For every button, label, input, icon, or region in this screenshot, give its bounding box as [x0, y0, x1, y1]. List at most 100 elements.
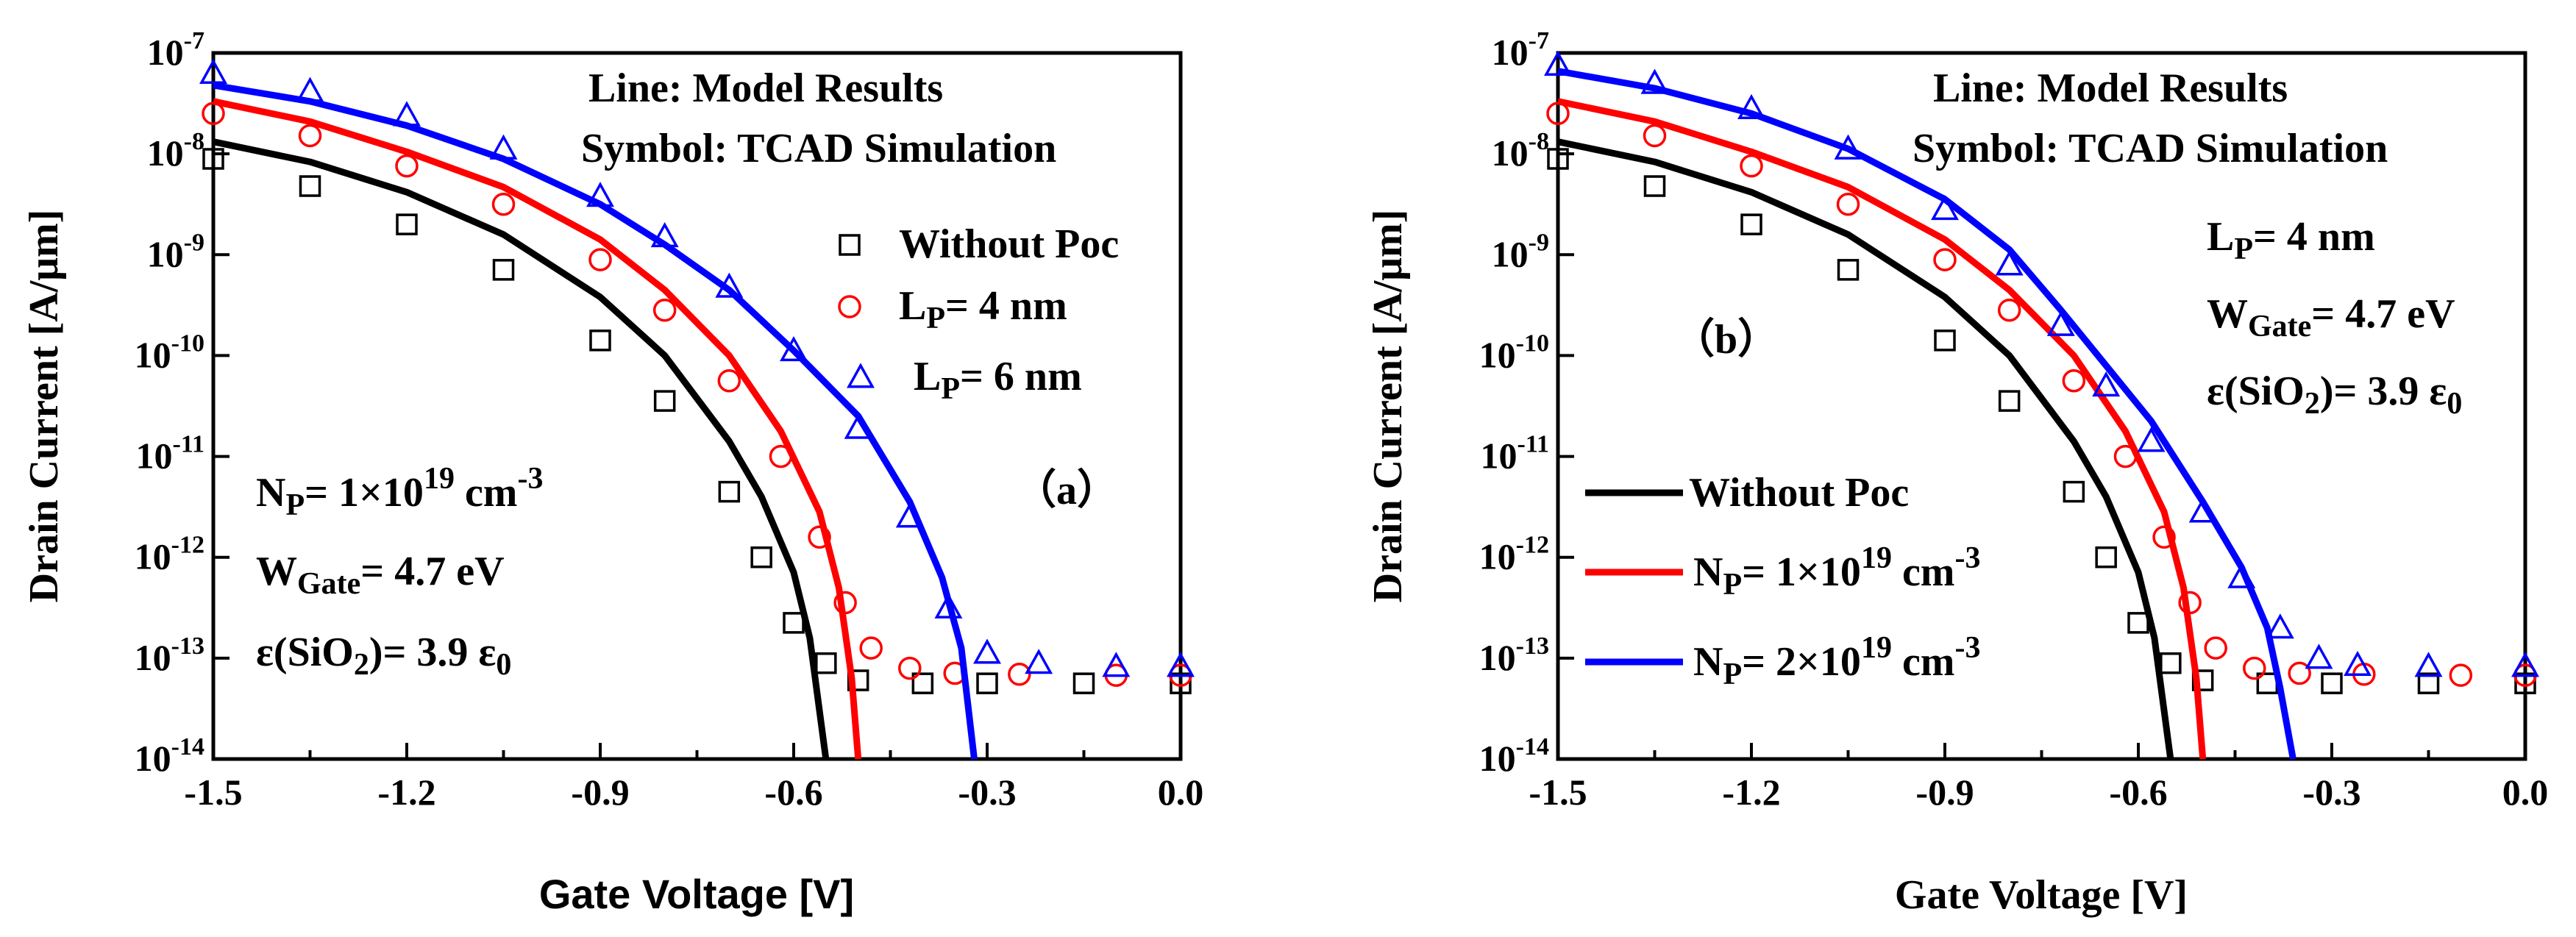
data-point	[202, 148, 224, 170]
data-point	[1997, 298, 2021, 322]
data-point	[2321, 672, 2343, 694]
data-point	[2511, 652, 2539, 677]
wgate-annotation: WGate= 4.7 eV	[2207, 291, 2455, 343]
x-tick-group: -1.5 -1.2 -0.9 -0.6 -0.3 0.0	[184, 743, 1203, 813]
model-line	[213, 82, 978, 760]
y-tick-label: 10-7	[147, 27, 204, 73]
data-point	[1836, 192, 1860, 216]
x-axis-label: Gate Voltage [V]	[1895, 872, 2188, 918]
data-point	[2305, 644, 2333, 669]
data-point	[1837, 259, 1860, 281]
data-point	[2243, 656, 2266, 680]
y-tick-label: 10-10	[1479, 329, 1549, 375]
data-point	[2046, 310, 2075, 336]
series-layer	[199, 58, 1195, 760]
y-tick-label: 10-8	[1492, 128, 1549, 174]
model-line	[1557, 98, 2207, 760]
data-point	[1643, 175, 1666, 197]
legend: Without Poc LP= 4 nm LP= 6 nm	[838, 221, 1119, 406]
data-point	[589, 329, 611, 352]
data-point	[808, 525, 831, 549]
tcad-note: Symbol: TCAD Simulation	[581, 126, 1056, 171]
data-point	[299, 175, 321, 197]
data-point	[1167, 652, 1195, 677]
x-tick-label: -1.5	[184, 772, 242, 813]
data-point	[2414, 652, 2443, 677]
data-point	[1008, 663, 1031, 686]
data-point	[898, 656, 922, 680]
data-point	[2092, 371, 2121, 397]
data-point	[1740, 213, 1762, 235]
x-axis-label: Gate Voltage [V]	[539, 871, 854, 917]
x-tick-label: -1.2	[377, 772, 435, 813]
np-annotation: NP= 1×1019 cm-3	[256, 462, 543, 522]
eps-annotation: ε(SiO2)= 3.9 ε0	[256, 630, 511, 682]
data-point	[2127, 612, 2149, 634]
data-point	[2152, 525, 2176, 549]
data-point	[750, 546, 772, 569]
data-point	[2288, 661, 2311, 685]
data-point	[2344, 650, 2372, 677]
data-point	[2204, 636, 2227, 660]
series-2	[199, 58, 1195, 760]
model-note: Line: Model Results	[1933, 65, 2288, 111]
data-point	[1933, 248, 1957, 271]
data-point	[199, 58, 227, 84]
legend-label-lp6: LP= 6 nm	[914, 354, 1082, 406]
eps-annotation: ε(SiO2)= 3.9 ε0	[2207, 368, 2462, 421]
data-point	[1547, 148, 1569, 170]
data-point	[2514, 672, 2536, 694]
data-point	[2137, 427, 2166, 452]
lp-annotation: LP= 4 nm	[2207, 214, 2375, 266]
data-point	[298, 124, 322, 148]
panel-b: -1.5 -1.2 -0.9 -0.6 -0.3 0.0 10-1410-1310-121…	[1365, 27, 2548, 918]
data-point	[1931, 194, 1959, 221]
data-point	[2062, 368, 2086, 393]
series-0	[202, 138, 1192, 760]
panel-label: （a）	[1015, 467, 1118, 513]
data-point	[652, 298, 677, 322]
data-point	[491, 192, 516, 216]
x-tick-group: -1.5 -1.2 -0.9 -0.6 -0.3 0.0	[1529, 743, 2548, 813]
legend-label-lp4: LP= 4 nm	[899, 283, 1067, 335]
model-line	[213, 138, 830, 760]
data-point	[2266, 613, 2294, 639]
panel-label: （b）	[1673, 316, 1779, 363]
data-point	[2095, 546, 2117, 569]
panel-a: -1.5 -1.2 -0.9 -0.6 -0.3 0.0 10-1410-1310-121…	[21, 27, 1203, 917]
data-point	[1998, 390, 2021, 412]
x-tick-label: -0.9	[1915, 772, 1974, 813]
legend-label-without-poc: Without Poc	[899, 221, 1119, 267]
data-point	[1025, 649, 1053, 674]
legend-label-np1: NP= 1×1019 cm-3	[1693, 541, 1980, 602]
x-tick-label: -0.3	[958, 772, 1016, 813]
data-point	[976, 672, 998, 694]
series-1	[1546, 98, 2537, 760]
x-tick-label: 0.0	[1158, 772, 1204, 813]
data-point	[911, 672, 934, 694]
legend-marker	[839, 234, 861, 256]
legend-marker	[838, 295, 861, 318]
series-2	[1544, 50, 2539, 760]
x-tick-label: -0.9	[571, 772, 629, 813]
y-tick-label: 10-12	[135, 532, 204, 577]
data-point	[1102, 652, 1131, 677]
legend-label-without-poc: Without Poc	[1689, 470, 1909, 516]
data-point	[1740, 154, 1763, 178]
data-point	[588, 248, 612, 271]
y-tick-label: 10-9	[147, 229, 204, 274]
data-point	[717, 368, 741, 393]
legend-marker	[847, 363, 875, 388]
data-point	[783, 612, 805, 634]
model-line	[1557, 68, 2296, 760]
data-point	[718, 480, 741, 503]
data-point	[2417, 672, 2440, 694]
data-point	[1995, 250, 2024, 276]
y-axis-label: Drain Current [A/μm]	[1365, 210, 1411, 603]
x-tick-label: -0.6	[2109, 772, 2167, 813]
y-tick-group: 10-14 10-13 10-12 10-11 10-10 10-9 10-8 10-7	[135, 27, 230, 779]
data-point	[1643, 124, 1667, 148]
data-point	[2449, 663, 2473, 687]
y-tick-label: 10-10	[135, 329, 204, 375]
